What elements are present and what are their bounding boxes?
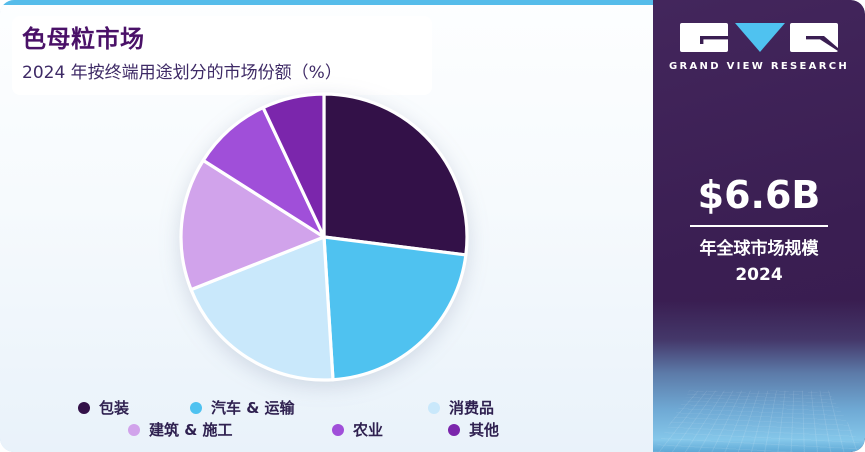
legend-label-building-construction: 建筑 & 施工 <box>149 421 233 439</box>
pie-chart <box>179 92 469 382</box>
market-value-label: 年全球市场规模 2024 <box>700 237 819 288</box>
top-accent-strip <box>0 0 653 5</box>
legend-item-consumer-goods: 消费品 <box>428 397 494 418</box>
legend-bullet-automotive-transportation <box>190 401 202 414</box>
legend-item-building-construction: 建筑 & 施工 <box>128 419 233 440</box>
wave-mesh-graphic <box>653 300 865 452</box>
pie-slice-automotive-transportation <box>322 235 468 382</box>
legend-item-agriculture: 农业 <box>332 419 383 440</box>
pie-slice-packaging <box>322 92 469 257</box>
legend-bullet-others <box>448 423 460 436</box>
legend-item-others: 其他 <box>448 419 499 440</box>
chart-panel: 色母粒市场 2024 年按终端用途划分的市场份额（%） 包装 汽车 & 运输 消… <box>0 0 653 452</box>
legend-bullet-consumer-goods <box>428 401 440 414</box>
legend-label-packaging: 包装 <box>99 399 130 417</box>
legend-bullet-agriculture <box>332 423 344 436</box>
stat-divider <box>690 225 828 227</box>
brand-name: GRAND VIEW RESEARCH <box>668 61 849 72</box>
market-label-line1: 年全球市场规模 <box>699 239 819 259</box>
pie-slice-building-construction <box>179 158 326 292</box>
brand-sidebar: GRAND VIEW RESEARCH $6.6B 年全球市场规模 2024 <box>653 0 865 452</box>
legend-label-automotive-transportation: 汽车 & 运输 <box>211 399 295 417</box>
legend-bullet-building-construction <box>128 423 140 436</box>
legend-item-packaging: 包装 <box>78 397 129 418</box>
market-value: $6.6B <box>697 173 821 217</box>
pie-slice-others <box>261 92 326 239</box>
gvr-logo-icon <box>680 23 838 52</box>
legend-bullet-packaging <box>78 401 90 414</box>
page-subtitle: 2024 年按终端用途划分的市场份额（%） <box>22 63 342 84</box>
legend-label-others: 其他 <box>469 421 500 439</box>
market-label-year: 2024 <box>735 264 783 285</box>
legend-label-consumer-goods: 消费品 <box>449 399 495 417</box>
legend-label-agriculture: 农业 <box>353 421 384 439</box>
pie-slice-consumer-goods <box>189 235 335 382</box>
title-block: 色母粒市场 2024 年按终端用途划分的市场份额（%） <box>12 16 432 96</box>
legend-item-automotive-transportation: 汽车 & 运输 <box>190 397 295 418</box>
page-title: 色母粒市场 <box>22 25 145 53</box>
